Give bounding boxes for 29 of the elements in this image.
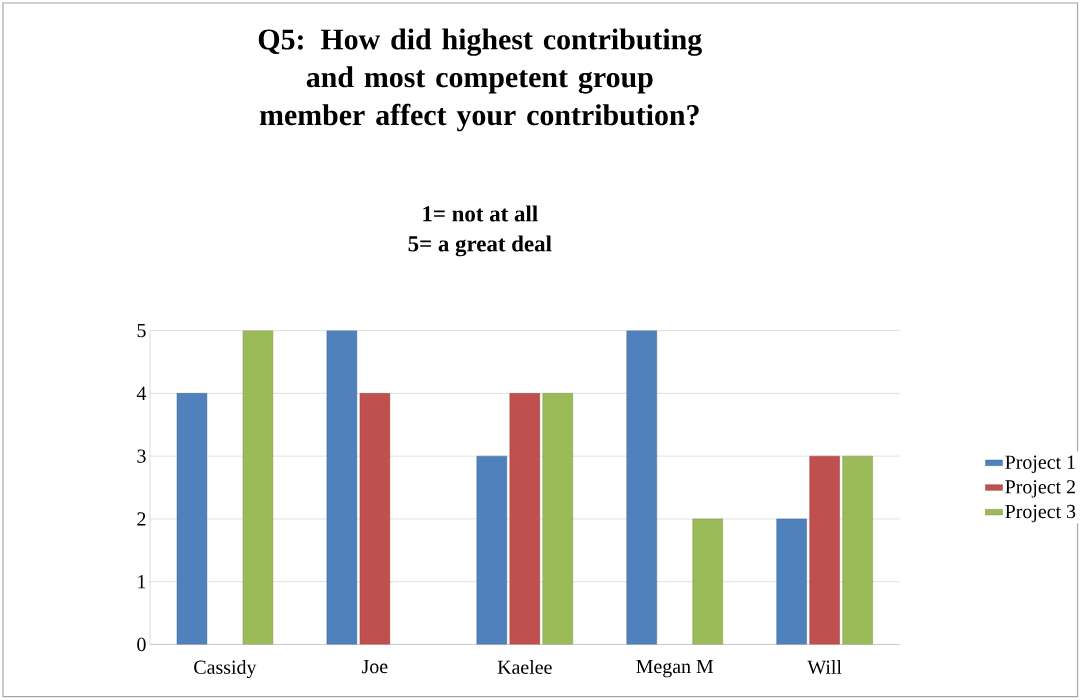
x-tick-label: Kaelee (497, 660, 552, 675)
bar (476, 456, 507, 645)
bar (242, 330, 274, 645)
bar (692, 518, 723, 645)
bar (626, 330, 657, 645)
bar (776, 518, 807, 645)
x-tick-label: Cassidy (194, 660, 257, 679)
bar (842, 456, 873, 645)
bar (359, 393, 391, 645)
y-tick-label: 5 (137, 324, 146, 338)
bar (542, 393, 573, 645)
legend-label: Project 2 (1005, 480, 1075, 498)
chart-title: Q5: How did highest contributing and most competent group member affect your contribution? (258, 28, 702, 132)
chart-subtitle: 1= not at all (423, 205, 538, 222)
bar (509, 393, 540, 645)
y-tick-label: 4 (136, 386, 147, 401)
bar (809, 456, 840, 645)
y-tick-label: 0 (137, 637, 146, 652)
x-tick-label: Megan M (636, 660, 714, 678)
x-tick-label: Will (807, 660, 842, 675)
bar (176, 393, 208, 645)
y-tick-label: 3 (137, 449, 146, 463)
bar (326, 330, 358, 645)
x-tick-label: Joe (362, 660, 388, 674)
y-tick-label: 1 (138, 575, 146, 589)
y-tick-label: 2 (137, 512, 146, 526)
text: 5= a great deal (408, 235, 552, 257)
legend-label: Project 1 (1005, 455, 1075, 474)
legend-label: Project 3 (1005, 505, 1076, 523)
